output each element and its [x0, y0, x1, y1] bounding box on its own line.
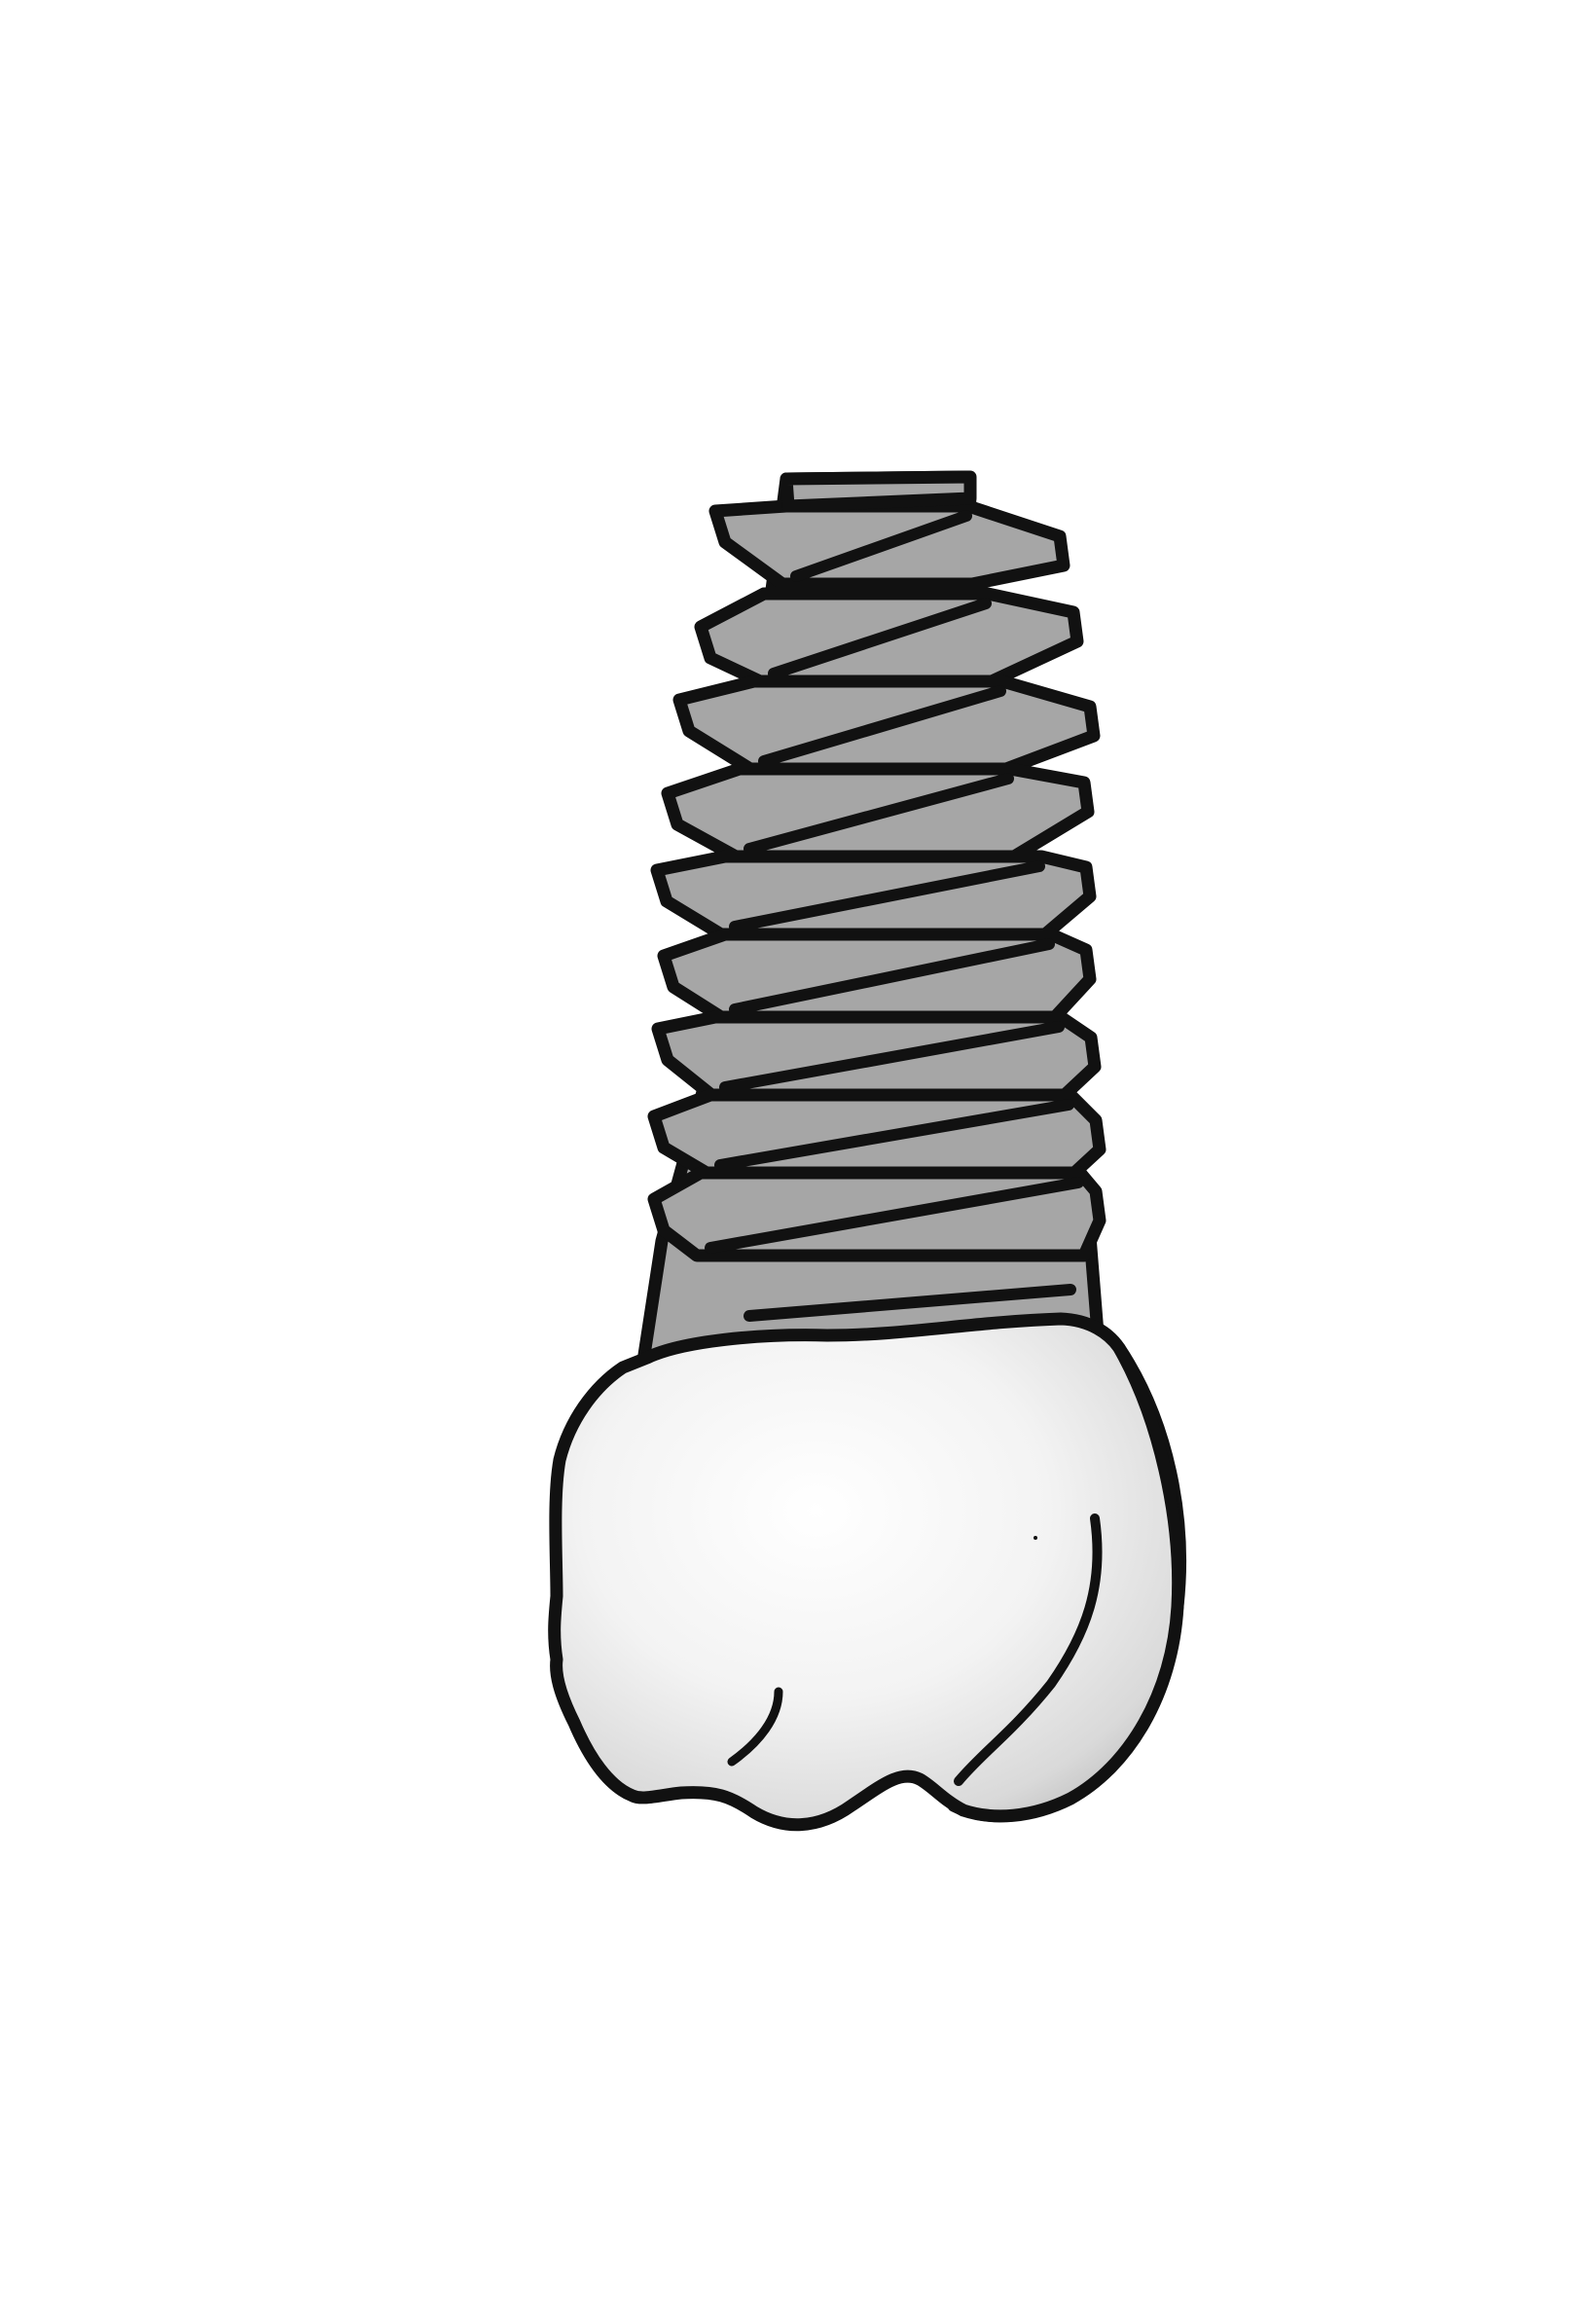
screw-helix-line [729, 938, 1055, 1015]
screw-helix-line [719, 1021, 1065, 1093]
crown-groove-right [954, 1513, 1103, 1786]
screw-helix-line [790, 510, 972, 582]
crown-body [548, 1312, 1185, 1832]
screw-helix-line [744, 1284, 1076, 1322]
screw-helix-line [714, 1099, 1074, 1171]
crown-groove-left [727, 1687, 783, 1767]
screw-helix-line [705, 1177, 1084, 1254]
screw-helix-line [744, 773, 1014, 855]
implant-screw [635, 470, 1106, 1374]
screw-threads [647, 499, 1106, 1322]
screw-helix-line [758, 685, 1006, 767]
screw-helix-line [768, 598, 992, 679]
crown [548, 1312, 1186, 1832]
crown-speck [1034, 1536, 1037, 1540]
screw-helix-line [729, 860, 1045, 932]
screw-top-cap [780, 470, 977, 513]
